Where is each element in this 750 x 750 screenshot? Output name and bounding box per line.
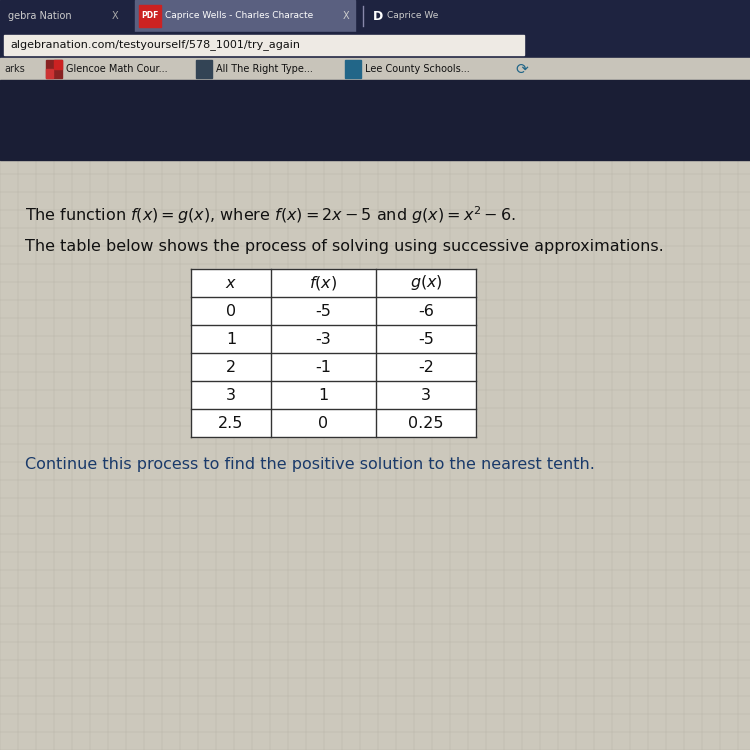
Text: X: X xyxy=(343,11,350,21)
Bar xyxy=(46,60,62,78)
Text: 2.5: 2.5 xyxy=(218,416,244,430)
Text: ⟳: ⟳ xyxy=(515,62,528,76)
Bar xyxy=(345,60,361,78)
Text: Continue this process to find the positive solution to the nearest tenth.: Continue this process to find the positi… xyxy=(25,458,595,472)
Text: arks: arks xyxy=(4,64,25,74)
Text: -6: -6 xyxy=(418,304,434,319)
Text: 0: 0 xyxy=(226,304,236,319)
Text: X: X xyxy=(112,11,118,21)
Text: gebra Nation: gebra Nation xyxy=(8,11,72,21)
Text: -2: -2 xyxy=(418,359,434,374)
Text: The table below shows the process of solving using successive approximations.: The table below shows the process of sol… xyxy=(25,239,664,254)
Text: -5: -5 xyxy=(316,304,332,319)
Text: All The Right Type...: All The Right Type... xyxy=(216,64,313,74)
Text: 0.25: 0.25 xyxy=(408,416,444,430)
Text: -5: -5 xyxy=(418,332,434,346)
Bar xyxy=(139,5,161,27)
Bar xyxy=(135,0,355,32)
Bar xyxy=(0,32,750,58)
Text: 1: 1 xyxy=(318,388,328,403)
Bar xyxy=(46,69,53,78)
Text: $x$: $x$ xyxy=(225,275,237,290)
Text: D: D xyxy=(373,10,383,22)
Bar xyxy=(54,60,62,69)
Text: 1: 1 xyxy=(226,332,236,346)
Text: 2: 2 xyxy=(226,359,236,374)
Text: algebranation.com/testyourself/578_1001/try_again: algebranation.com/testyourself/578_1001/… xyxy=(10,40,300,50)
Text: Lee County Schools...: Lee County Schools... xyxy=(365,64,470,74)
Text: 3: 3 xyxy=(421,388,431,403)
Bar xyxy=(0,58,750,80)
Bar xyxy=(0,0,750,32)
Text: 3: 3 xyxy=(226,388,236,403)
Text: $f(x)$: $f(x)$ xyxy=(310,274,338,292)
Text: Glencoe Math Cour...: Glencoe Math Cour... xyxy=(66,64,168,74)
Bar xyxy=(191,269,476,437)
Text: Caprice We: Caprice We xyxy=(387,11,438,20)
Bar xyxy=(4,35,524,55)
Bar xyxy=(0,160,750,750)
Text: The function $f(x) = g(x)$, where $f(x) = 2x - 5$ and $g(x) = x^2 - 6$.: The function $f(x) = g(x)$, where $f(x) … xyxy=(25,204,516,226)
Text: -1: -1 xyxy=(316,359,332,374)
Text: -3: -3 xyxy=(316,332,332,346)
Bar xyxy=(196,60,212,78)
Text: Caprice Wells - Charles Characte: Caprice Wells - Charles Characte xyxy=(165,11,314,20)
Text: 0: 0 xyxy=(319,416,328,430)
Text: $g(x)$: $g(x)$ xyxy=(410,274,442,292)
Bar xyxy=(0,80,750,160)
Text: PDF: PDF xyxy=(141,11,158,20)
